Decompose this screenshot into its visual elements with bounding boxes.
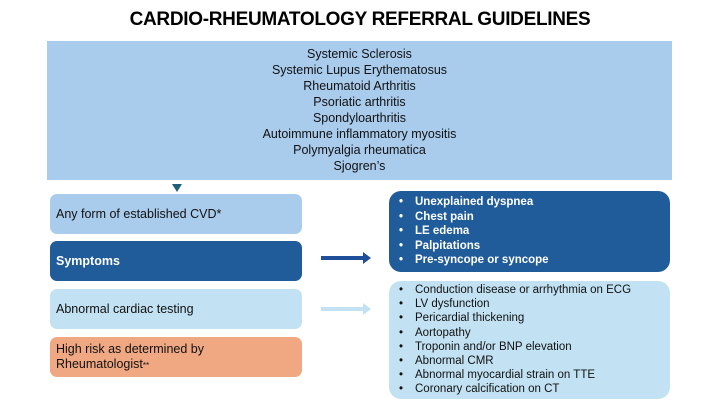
criterion-established-cvd: Any form of established CVD* — [50, 194, 302, 234]
condition-item: Polymyalgia rheumatica — [293, 143, 426, 157]
arrow-right-icon — [321, 303, 371, 315]
symptom-item: Pre-syncope or syncope — [397, 253, 670, 268]
criterion-label: Any form of established CVD* — [56, 207, 222, 221]
conditions-box: Systemic Sclerosis Systemic Lupus Erythe… — [47, 41, 672, 180]
criterion-label: High risk as determined by — [56, 341, 204, 356]
testing-item: LV dysfunction — [397, 297, 670, 311]
symptoms-list-box: Unexplained dyspnea Chest pain LE edema … — [389, 191, 670, 272]
criterion-label: Symptoms — [56, 254, 120, 268]
symptom-item: LE edema — [397, 224, 670, 239]
condition-item: Systemic Lupus Erythematosus — [271, 63, 448, 77]
testing-item: Abnormal CMR — [397, 354, 670, 368]
criterion-high-risk: High risk as determined by Rheumatologis… — [50, 337, 302, 377]
symptom-item: Unexplained dyspnea — [397, 195, 670, 210]
criterion-label: Abnormal cardiac testing — [56, 302, 194, 316]
symptom-item: Chest pain — [397, 210, 670, 225]
condition-item: Sjogren’s — [333, 159, 386, 173]
footnote-mark: ** — [142, 360, 150, 370]
symptom-item: Palpitations — [397, 239, 670, 254]
testing-item: Coronary calcification on CT — [397, 382, 670, 396]
condition-item: Rheumatoid Arthritis — [303, 79, 416, 93]
arrow-right-icon — [321, 252, 371, 264]
condition-item: Spondyloarthritis — [312, 111, 407, 125]
page-title: CARDIO-RHEUMATOLOGY REFERRAL GUIDELINES — [129, 9, 591, 30]
testing-list-box: Conduction disease or arrhythmia on ECG … — [389, 281, 670, 399]
testing-item: Troponin and/or BNP elevation — [397, 340, 670, 354]
criterion-label: Rheumatologist — [56, 356, 143, 371]
triangle-down-icon — [172, 184, 182, 192]
condition-item: Systemic Sclerosis — [307, 47, 412, 61]
testing-item: Abnormal myocardial strain on TTE — [397, 368, 670, 382]
criterion-abnormal-testing: Abnormal cardiac testing — [50, 289, 302, 329]
testing-item: Pericardial thickening — [397, 311, 670, 325]
condition-item: Autoimmune inflammatory myositis — [262, 127, 457, 141]
criterion-symptoms: Symptoms — [50, 241, 302, 281]
condition-item: Psoriatic arthritis — [313, 95, 406, 109]
testing-item: Conduction disease or arrhythmia on ECG — [397, 283, 670, 297]
testing-item: Aortopathy — [397, 326, 670, 340]
